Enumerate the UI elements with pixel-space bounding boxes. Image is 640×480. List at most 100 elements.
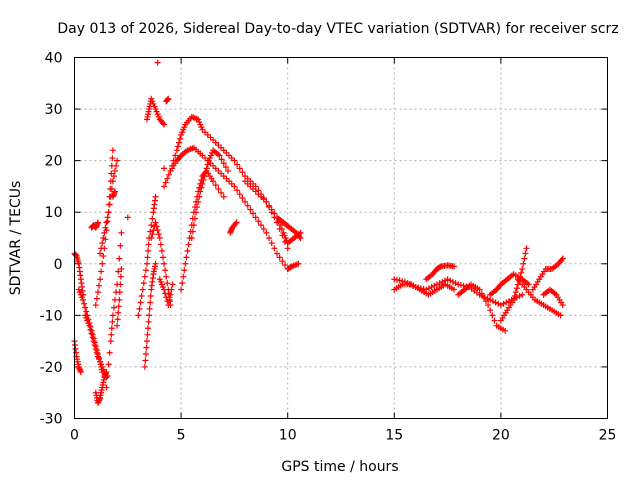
- data-point-arc14: [146, 305, 153, 312]
- data-point-arc21: [161, 183, 168, 190]
- data-point-arc24: [201, 173, 208, 180]
- y-tick-label: -30: [40, 412, 63, 428]
- data-point-arc9: [118, 229, 125, 236]
- data-point-arc15: [159, 120, 166, 127]
- data-point-arc27: [297, 235, 304, 241]
- data-point-arc29: [444, 276, 451, 283]
- data-point-arc32: [485, 302, 492, 309]
- data-point-arc36: [559, 255, 566, 262]
- data-point-arc3: [81, 300, 88, 307]
- data-point-arc9: [106, 349, 113, 356]
- data-point-arc29: [425, 285, 432, 292]
- data-point-arc15: [161, 121, 168, 128]
- data-point-arc10: [117, 281, 124, 288]
- data-point-arc4: [91, 342, 98, 349]
- data-point-arc8: [109, 178, 116, 185]
- x-tick-label: 25: [599, 428, 617, 444]
- data-point-arc16: [155, 231, 162, 238]
- data-point-arc9: [107, 338, 114, 345]
- grid-lines: [74, 57, 608, 419]
- x-tick-label: 15: [385, 428, 403, 444]
- data-point-arc9: [103, 384, 110, 391]
- data-point-arc29: [495, 300, 502, 307]
- data-point-arc34: [511, 293, 518, 300]
- data-point-arc16: [157, 241, 164, 248]
- data-point-arc31: [450, 263, 457, 270]
- data-point-arc29: [449, 278, 456, 285]
- data-point-arc4: [90, 338, 97, 345]
- data-point-arc9: [116, 255, 123, 262]
- data-point-arc22: [247, 206, 254, 213]
- data-point-arc20: [161, 165, 168, 172]
- data-point-arc23: [212, 182, 219, 189]
- data-point-arc24: [216, 152, 223, 159]
- data-point-arc23: [218, 189, 225, 196]
- data-point-arc10: [116, 289, 123, 296]
- y-tick-label: 20: [45, 154, 63, 170]
- y-tick-label: 10: [45, 205, 63, 221]
- data-point-arc14: [146, 312, 153, 319]
- x-tick-label: 10: [279, 428, 297, 444]
- data-point-arc13: [141, 273, 148, 280]
- data-point-arc32: [489, 312, 496, 319]
- data-point-arc14: [152, 260, 159, 267]
- data-point-arc29: [492, 299, 499, 306]
- data-point-arc22: [266, 235, 273, 241]
- data-point-arc22: [276, 254, 283, 261]
- data-point-arc10: [114, 322, 121, 329]
- data-point-arc13: [145, 241, 152, 248]
- data-point-arc14: [142, 351, 149, 358]
- data-point-arc2: [77, 369, 84, 376]
- data-point-arc16: [148, 235, 155, 241]
- chart-title: Day 013 of 2026, Sidereal Day-to-day VTE…: [57, 21, 618, 37]
- data-point-arc29: [439, 278, 446, 285]
- data-point-arc22: [231, 183, 238, 190]
- data-point-arc8: [112, 167, 119, 174]
- data-point-arc28: [295, 260, 302, 267]
- data-point-arc9: [108, 325, 115, 332]
- data-point-arc9: [117, 242, 124, 249]
- data-point-arc35: [557, 312, 564, 319]
- data-point-arc24: [203, 165, 210, 172]
- data-point-arc26: [277, 222, 284, 229]
- data-point-arc9: [104, 372, 111, 379]
- data-point-arc10: [116, 296, 123, 303]
- x-tick-label: 0: [70, 428, 79, 444]
- data-point-arc21: [234, 161, 241, 168]
- x-tick-label: 5: [177, 428, 186, 444]
- data-point-arc4: [87, 326, 94, 333]
- x-tick-labels: 0 5 10 15 20 25: [70, 428, 616, 444]
- data-point-arc9: [109, 318, 116, 325]
- data-point-arc21: [172, 152, 179, 159]
- data-point-arc13: [139, 286, 146, 293]
- data-point-arc21: [177, 135, 184, 142]
- data-point-arc34: [521, 255, 528, 262]
- data-point-arc17: [165, 302, 172, 309]
- data-point-arc29: [489, 298, 496, 305]
- data-point-arc13: [152, 193, 159, 200]
- data-point-arc7: [98, 268, 105, 275]
- data-point-arc22: [260, 225, 267, 232]
- data-point-arc32: [482, 298, 489, 305]
- data-point-arc34: [523, 245, 530, 252]
- data-point-arc17: [169, 281, 176, 288]
- data-point-arc34: [522, 250, 529, 257]
- data-point-arc13: [144, 254, 151, 261]
- data-point-arc31: [437, 264, 444, 271]
- data-point-arc32: [476, 286, 483, 293]
- data-point-arc29: [457, 282, 464, 289]
- data-point-arc24: [220, 160, 227, 167]
- data-point-arc21: [173, 147, 180, 154]
- data-point-arc24: [222, 164, 229, 171]
- y-tick-label: 40: [45, 51, 63, 67]
- data-point-arc5: [103, 369, 110, 376]
- data-point-arc34: [520, 260, 527, 267]
- data-point-arc10: [115, 303, 122, 310]
- data-point-arc23: [179, 280, 186, 287]
- data-point-arc16: [154, 227, 161, 234]
- data-point-arc6: [94, 219, 101, 226]
- y-axis-label: SDTVAR / TECUs: [8, 181, 24, 296]
- data-point-arc7: [96, 282, 103, 289]
- y-tick-labels: -30 -20 -10 0 10 20 30 40: [40, 51, 63, 428]
